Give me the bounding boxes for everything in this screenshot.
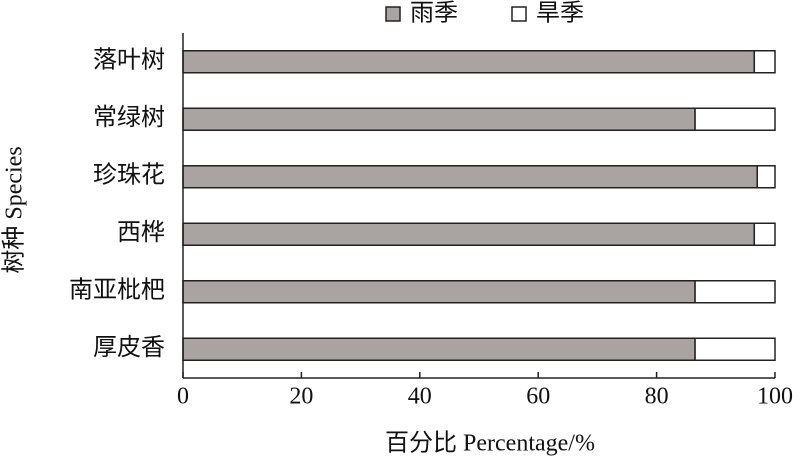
- y-tick-label: 南亚枇杷: [69, 276, 165, 303]
- bar-segment: [756, 165, 776, 189]
- bar-segment: [694, 280, 776, 304]
- legend-swatch: [385, 6, 401, 22]
- y-tick-label: 西桦: [117, 219, 165, 246]
- x-axis-label: 百分比 Percentage/%: [385, 430, 595, 457]
- x-tick-label: 40: [408, 384, 432, 410]
- x-tick-label: 80: [645, 384, 669, 410]
- y-tick-label: 珍珠花: [93, 161, 165, 188]
- bar-segment: [182, 280, 696, 304]
- y-axis-label: 树种 Species: [1, 146, 28, 273]
- y-tick-label: 落叶树: [93, 46, 165, 73]
- bar-segment: [182, 337, 696, 361]
- legend-label: 雨季: [410, 0, 458, 27]
- legend-label: 旱季: [536, 0, 584, 27]
- bar-segment: [182, 165, 758, 189]
- x-tick-label: 100: [757, 384, 793, 410]
- legend-swatch: [511, 6, 527, 22]
- x-tick-label: 20: [289, 384, 313, 410]
- bar-segment: [753, 222, 776, 246]
- bar-segment: [753, 50, 776, 74]
- bar-segment: [694, 107, 776, 131]
- bar-segment: [182, 107, 696, 131]
- y-tick-label: 常绿树: [93, 104, 165, 131]
- bar-segment: [182, 222, 756, 246]
- bar-segment: [182, 50, 756, 74]
- x-tick-label: 0: [177, 384, 189, 410]
- bar-segment: [694, 337, 776, 361]
- y-tick-label: 厚皮香: [93, 334, 165, 361]
- x-tick-label: 60: [526, 384, 550, 410]
